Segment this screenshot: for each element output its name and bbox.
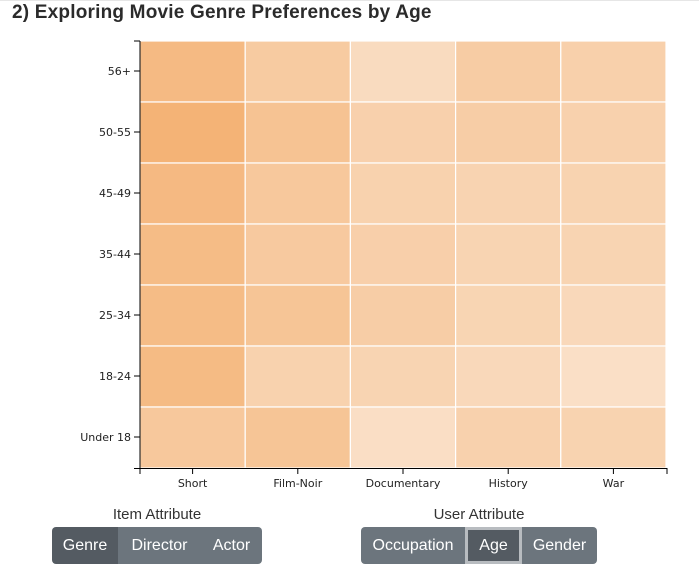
heatmap-cell-25-34-Documentary [349, 284, 457, 347]
heatmap-cell-18-24-History [455, 345, 562, 408]
heatmap-cell-25-34-History [455, 284, 562, 347]
item-attribute-caption: Item Attribute [112, 506, 202, 523]
heatmap-cell-35-44-History [455, 223, 562, 286]
age-button[interactable]: Age [465, 527, 522, 564]
y-tick-label: 50-55 [99, 126, 131, 139]
y-tick-label: 18-24 [99, 370, 131, 383]
x-tick-label: Short [178, 477, 208, 490]
heatmap-cell-56+-History [455, 40, 562, 103]
top-divider [0, 0, 699, 1]
y-tick-label: 56+ [108, 65, 131, 78]
heatmap-cell-18-24-Short [139, 345, 246, 408]
heatmap-cell-56+-Documentary [349, 40, 457, 103]
user-attribute-caption: User Attribute [433, 506, 525, 523]
heatmap-cell-Under 18-War [560, 406, 667, 469]
heatmap-cell-45-49-Documentary [349, 162, 457, 225]
heatmap-cell-Under 18-Short [139, 406, 246, 469]
y-tick-label: 25-34 [99, 309, 131, 322]
heatmap-cell-18-24-Documentary [349, 345, 457, 408]
heatmap-cell-18-24-Film-Noir [244, 345, 351, 408]
x-tick-label: War [603, 477, 625, 490]
heatmap-cell-35-44-War [560, 223, 667, 286]
heatmap-cell-35-44-Film-Noir [244, 223, 351, 286]
y-tick-label: 45-49 [99, 187, 131, 200]
heatmap-cell-50-55-History [455, 101, 562, 164]
actor-button[interactable]: Actor [201, 527, 262, 564]
heatmap-cell-Under 18-Documentary [349, 406, 457, 469]
user-attribute-button-group: Occupation Age Gender [361, 527, 597, 564]
heatmap-cell-45-49-Short [139, 162, 246, 225]
heatmap-cell-50-55-Film-Noir [244, 101, 351, 164]
heatmap-cell-45-49-Film-Noir [244, 162, 351, 225]
heatmap-cell-Under 18-History [455, 406, 562, 469]
heatmap-cell-Under 18-Film-Noir [244, 406, 351, 469]
x-tick-label: Film-Noir [273, 477, 322, 490]
heatmap-cell-25-34-War [560, 284, 667, 347]
heatmap-cell-50-55-Documentary [349, 101, 457, 164]
heatmap-cell-56+-War [560, 40, 667, 103]
director-button[interactable]: Director [118, 527, 201, 564]
heatmap-cell-18-24-War [560, 345, 667, 408]
heatmap-cell-45-49-History [455, 162, 562, 225]
heatmap-cell-25-34-Short [139, 284, 246, 347]
heatmap-cell-35-44-Short [139, 223, 246, 286]
heatmap-cell-25-34-Film-Noir [244, 284, 351, 347]
heatmap-cell-56+-Film-Noir [244, 40, 351, 103]
y-tick-label: Under 18 [80, 431, 131, 444]
heatmap-cell-35-44-Documentary [349, 223, 457, 286]
heatmap-cell-45-49-War [560, 162, 667, 225]
occupation-button[interactable]: Occupation [361, 527, 465, 564]
heatmap-cell-56+-Short [139, 40, 246, 103]
heatmap-cell-50-55-War [560, 101, 667, 164]
gender-button[interactable]: Gender [522, 527, 597, 564]
x-tick-label: History [489, 477, 529, 490]
heatmap-cell-50-55-Short [139, 101, 246, 164]
y-tick-label: 35-44 [99, 248, 131, 261]
item-attribute-button-group: Genre Director Actor [52, 527, 262, 564]
page-title: 2) Exploring Movie Genre Preferences by … [12, 2, 432, 23]
genre-button[interactable]: Genre [52, 527, 118, 564]
x-tick-label: Documentary [366, 477, 441, 490]
heatmap-chart: 56+ 50-55 45-49 35-44 25-34 18-24 Under 18 Shor… [80, 40, 668, 490]
